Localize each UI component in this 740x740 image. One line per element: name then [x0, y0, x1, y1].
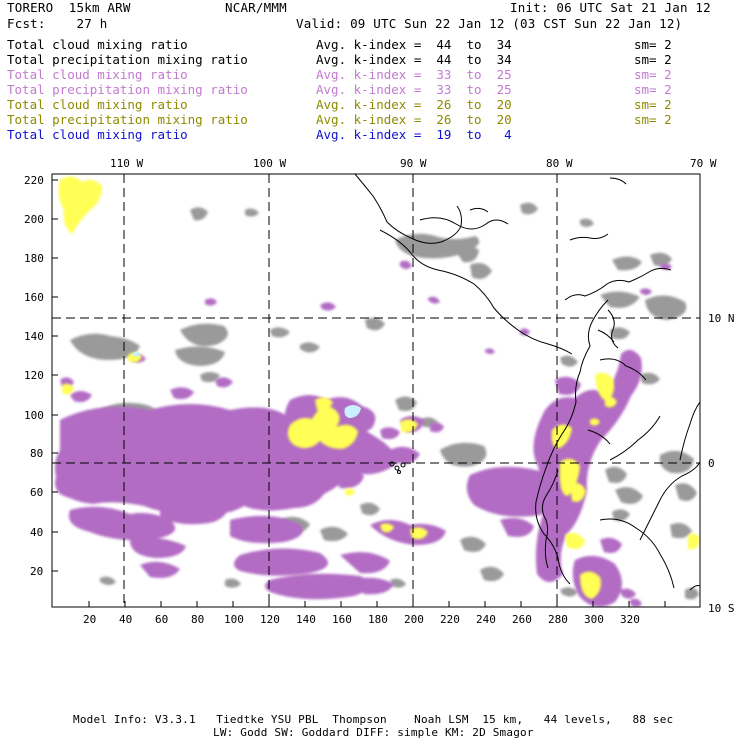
legend-index: Avg. k-index = 33 to 25 — [316, 67, 512, 82]
lon-label: 70 W — [690, 157, 717, 170]
y-tick-label: 140 — [24, 330, 44, 343]
x-tick-label: 100 — [224, 613, 244, 626]
legend-row: Total precipitation mixing ratio Avg. k-… — [7, 82, 672, 97]
y-tick-label: 40 — [30, 526, 44, 539]
legend-field: Total cloud mixing ratio — [7, 97, 188, 112]
islands — [389, 461, 406, 474]
x-tick-label: 20 — [83, 613, 97, 626]
x-tick-label: 80 — [191, 613, 205, 626]
y-tick-label: 120 — [24, 369, 44, 382]
lon-label: 90 W — [400, 157, 427, 170]
legend-field: Total cloud mixing ratio — [7, 67, 188, 82]
bottom-ticks — [88, 601, 666, 607]
physics-info: LW: Godd SW: Goddard DIFF: simple KM: 2D… — [213, 726, 534, 739]
forecast-hour: Fcst: 27 h — [7, 16, 108, 31]
model-title: TORERO 15km ARW — [7, 0, 131, 15]
x-tick-label: 140 — [296, 613, 316, 626]
legend-index: Avg. k-index = 19 to 4 — [316, 127, 512, 142]
y-tick-label: 100 — [24, 409, 44, 422]
lon-label: 100 W — [253, 157, 287, 170]
legend-field: Total cloud mixing ratio — [7, 127, 188, 142]
coastline — [354, 174, 700, 591]
legend-field: Total precipitation mixing ratio — [7, 52, 248, 67]
x-tick-label: 200 — [404, 613, 424, 626]
left-ticks — [52, 179, 58, 572]
x-tick-label: 180 — [368, 613, 388, 626]
center-title: NCAR/MMM — [225, 0, 287, 15]
lat-label: 10 N — [708, 312, 735, 325]
legend-sm: sm= 2 — [634, 112, 672, 127]
y-tick-label: 80 — [30, 447, 44, 460]
legend-row: Total cloud mixing ratio Avg. k-index = … — [7, 97, 672, 112]
x-tick-label: 40 — [119, 613, 133, 626]
legend-row: Total precipitation mixing ratio Avg. k-… — [7, 112, 672, 127]
legend-index: Avg. k-index = 26 to 20 — [316, 112, 512, 127]
y-tick-label: 200 — [24, 213, 44, 226]
lon-label: 80 W — [546, 157, 573, 170]
x-tick-label: 160 — [332, 613, 352, 626]
legend-index: Avg. k-index = 44 to 34 — [316, 37, 512, 52]
cyan-cloud-areas — [132, 352, 361, 418]
y-tick-label: 220 — [24, 174, 44, 187]
legend-index: Avg. k-index = 33 to 25 — [316, 82, 512, 97]
yellow-cloud-areas — [58, 176, 700, 599]
lat-label: 10 S — [708, 602, 735, 615]
y-tick-label: 60 — [30, 486, 44, 499]
legend-sm: sm= 2 — [634, 97, 672, 112]
legend-row: Total cloud mixing ratio Avg. k-index = … — [7, 67, 672, 82]
y-tick-label: 160 — [24, 291, 44, 304]
lat-label: 0 — [708, 457, 715, 470]
purple-cloud-areas — [55, 260, 672, 607]
legend-index: Avg. k-index = 44 to 34 — [316, 52, 512, 67]
legend-row: Total cloud mixing ratio Avg. k-index = … — [7, 127, 512, 142]
x-tick-label: 120 — [260, 613, 280, 626]
x-tick-label: 320 — [620, 613, 640, 626]
valid-time: Valid: 09 UTC Sun 22 Jan 12 (03 CST Sun … — [296, 16, 683, 31]
x-tick-label: 300 — [584, 613, 604, 626]
legend-sm: sm= 2 — [634, 52, 672, 67]
legend-field: Total precipitation mixing ratio — [7, 82, 248, 97]
legend-field: Total cloud mixing ratio — [7, 37, 188, 52]
gray-cloud-areas — [70, 202, 699, 600]
x-tick-label: 260 — [512, 613, 532, 626]
model-info: Model Info: V3.3.1 Tiedtke YSU PBL Thomp… — [73, 713, 674, 726]
y-tick-label: 180 — [24, 252, 44, 265]
map-frame — [51, 173, 701, 608]
graticule — [52, 174, 700, 607]
lon-label: 110 W — [110, 157, 144, 170]
x-tick-label: 240 — [476, 613, 496, 626]
x-tick-label: 280 — [548, 613, 568, 626]
legend-sm: sm= 2 — [634, 82, 672, 97]
legend-row: Total cloud mixing ratio Avg. k-index = … — [7, 37, 672, 52]
legend-sm: sm= 2 — [634, 67, 672, 82]
init-time: Init: 06 UTC Sat 21 Jan 12 — [510, 0, 711, 15]
legend-sm: sm= 2 — [634, 37, 672, 52]
x-tick-label: 60 — [155, 613, 169, 626]
legend-field: Total precipitation mixing ratio — [7, 112, 248, 127]
x-tick-label: 220 — [440, 613, 460, 626]
legend-row: Total precipitation mixing ratio Avg. k-… — [7, 52, 672, 67]
legend-index: Avg. k-index = 26 to 20 — [316, 97, 512, 112]
y-tick-label: 20 — [30, 565, 44, 578]
